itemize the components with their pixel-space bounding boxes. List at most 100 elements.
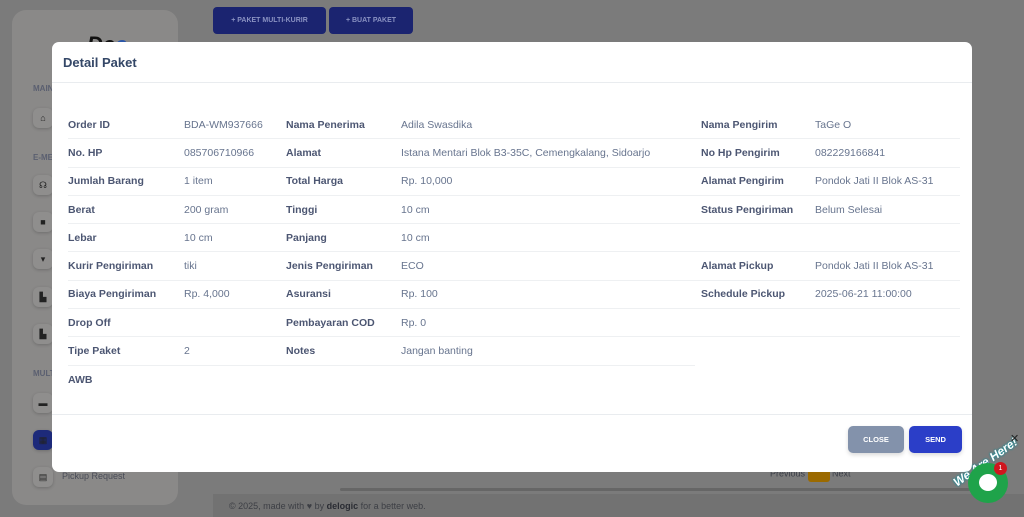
field-label: Alamat Pengirim <box>701 175 784 188</box>
chat-bubble-icon <box>979 474 997 491</box>
field-label: Nama Pengirim <box>701 118 778 131</box>
section-label: E-ME <box>33 153 53 162</box>
cash-register-icon[interactable]: ▙ <box>33 287 53 307</box>
paket-multi-kurir-button[interactable]: + PAKET MULTI-KURIR <box>213 7 326 34</box>
field-value: 1 item <box>184 175 213 188</box>
field-value: 2025-06-21 11:00:00 <box>815 288 912 301</box>
row-cell <box>695 224 960 253</box>
headset-icon[interactable]: ☊ <box>33 175 53 195</box>
footer: © 2025, made with ♥ by delogic for a bet… <box>213 494 1024 517</box>
send-button[interactable]: SEND <box>909 426 962 453</box>
sidebar-item-pickup-request[interactable]: Pickup Request <box>62 471 126 481</box>
detail-table: Order ID BDA-WM937666 Nama Penerima Adila S… <box>68 111 960 394</box>
field-value: Rp. 100 <box>401 288 438 301</box>
field-label: No Hp Pengirim <box>701 146 780 159</box>
modal-footer-divider <box>52 414 972 415</box>
row-cell: Alamat Pengirim Pondok Jati II Blok AS-31 <box>695 168 960 196</box>
field-label: Biaya Pengiriman <box>68 288 157 301</box>
modal-title: Detail Paket <box>52 42 972 83</box>
field-value: Pondok Jati II Blok AS-31 <box>815 260 934 273</box>
prev-button[interactable]: Previous <box>770 468 806 479</box>
table-row: AWB <box>68 366 960 394</box>
calendar-icon[interactable]: ▦ <box>33 430 53 450</box>
row-cell: Lebar 10 cm Panjang 10 cm <box>68 224 695 253</box>
chat-badge: 1 <box>994 462 1007 475</box>
field-label: Notes <box>286 345 316 358</box>
table-row: Order ID BDA-WM937666 Nama Penerima Adila S… <box>68 111 960 140</box>
field-value: Istana Mentari Blok B3-35C, Cemengkalang… <box>401 146 651 159</box>
field-label: Panjang <box>286 231 327 244</box>
field-label: Jumlah Barang <box>68 175 144 188</box>
home-icon[interactable]: ⌂ <box>33 108 53 128</box>
field-label: Tinggi <box>286 203 318 216</box>
row-cell: Berat 200 gram Tinggi 10 cm <box>68 196 695 225</box>
field-value: 10 cm <box>401 203 430 216</box>
row-cell: No. HP 085706710966 Alamat Istana Mentari B… <box>68 139 695 168</box>
close-button[interactable]: CLOSE <box>848 426 904 453</box>
footer-text: for a better web. <box>360 501 426 511</box>
field-value: Adila Swasdika <box>401 118 473 131</box>
field-label: Kurir Pengiriman <box>68 260 154 273</box>
basket-icon[interactable]: ▾ <box>33 249 53 269</box>
field-value: 10 cm <box>401 231 430 244</box>
field-label: Order ID <box>68 118 111 131</box>
row-cell <box>695 309 960 338</box>
row-cell <box>695 337 960 365</box>
table-row: Drop Off Pembayaran COD Rp. 0 <box>68 309 960 338</box>
row-cell: Kurir Pengiriman tiki Jenis Pengiriman ECO <box>68 252 695 281</box>
field-label: Alamat Pickup <box>701 260 774 273</box>
footer-text: by <box>314 501 325 511</box>
chat-close-icon[interactable]: ✕ <box>1010 433 1020 445</box>
horizontal-scrollbar[interactable] <box>340 488 970 491</box>
cash-register-icon[interactable]: ▙ <box>33 324 53 344</box>
row-cell: Schedule Pickup 2025-06-21 11:00:00 <box>695 281 960 310</box>
row-cell: AWB <box>68 366 695 394</box>
detail-paket-modal: Detail Paket Order ID BDA-WM937666 Nama Pe… <box>52 42 972 472</box>
field-label: Drop Off <box>68 316 111 329</box>
field-label: Berat <box>68 203 95 216</box>
field-value: Rp. 4,000 <box>184 288 230 301</box>
next-button[interactable]: Next <box>832 468 851 479</box>
field-value: 10 cm <box>184 231 213 244</box>
section-label: MULT <box>33 369 55 378</box>
field-value: tiki <box>184 260 197 273</box>
heart-icon: ♥ <box>306 501 313 511</box>
field-value: 200 gram <box>184 203 229 216</box>
row-cell: No Hp Pengirim 082229166841 <box>695 139 960 168</box>
inbox-icon[interactable]: ▤ <box>33 467 53 487</box>
row-cell: Jumlah Barang 1 item Total Harga Rp. 10,000 <box>68 168 695 196</box>
row-cell: Status Pengiriman Belum Selesai <box>695 196 960 225</box>
field-value: 2 <box>184 345 190 358</box>
row-cell: Order ID BDA-WM937666 Nama Penerima Adila S… <box>68 111 695 140</box>
row-cell: Nama Pengirim TaGe O <box>695 111 960 140</box>
field-label: Asuransi <box>286 288 331 301</box>
table-row: Lebar 10 cm Panjang 10 cm <box>68 224 960 253</box>
row-cell: Drop Off Pembayaran COD Rp. 0 <box>68 309 695 338</box>
footer-brand-link[interactable]: delogic <box>326 501 359 511</box>
table-row: Berat 200 gram Tinggi 10 cm Status Pengirima… <box>68 196 960 225</box>
field-label: Schedule Pickup <box>701 288 786 301</box>
field-label: Total Harga <box>286 175 343 188</box>
field-value: ECO <box>401 260 424 273</box>
footer-text: © 2025, made with <box>229 501 305 511</box>
briefcase-icon[interactable]: ▬ <box>33 393 53 413</box>
field-value: Jangan banting <box>401 345 473 358</box>
buat-paket-button[interactable]: + BUAT PAKET <box>329 7 413 34</box>
field-label: No. HP <box>68 146 103 159</box>
table-row: Jumlah Barang 1 item Total Harga Rp. 10,000… <box>68 168 960 196</box>
row-cell: Alamat Pickup Pondok Jati II Blok AS-31 <box>695 252 960 281</box>
field-label: Tipe Paket <box>68 345 121 358</box>
row-cell <box>695 366 960 394</box>
field-value: Rp. 10,000 <box>401 175 453 188</box>
row-cell: Biaya Pengiriman Rp. 4,000 Asuransi Rp. 100 <box>68 281 695 310</box>
field-label: AWB <box>68 373 93 386</box>
table-row: Kurir Pengiriman tiki Jenis Pengiriman ECO A… <box>68 252 960 281</box>
field-value: 085706710966 <box>184 146 255 159</box>
section-label: MAIN <box>33 84 54 93</box>
field-value: BDA-WM937666 <box>184 118 263 131</box>
table-row: Tipe Paket 2 Notes Jangan banting <box>68 337 960 366</box>
box-icon[interactable]: ■ <box>33 212 53 232</box>
field-label: Lebar <box>68 231 97 244</box>
field-label: Status Pengiriman <box>701 203 794 216</box>
field-value: Rp. 0 <box>401 316 427 329</box>
